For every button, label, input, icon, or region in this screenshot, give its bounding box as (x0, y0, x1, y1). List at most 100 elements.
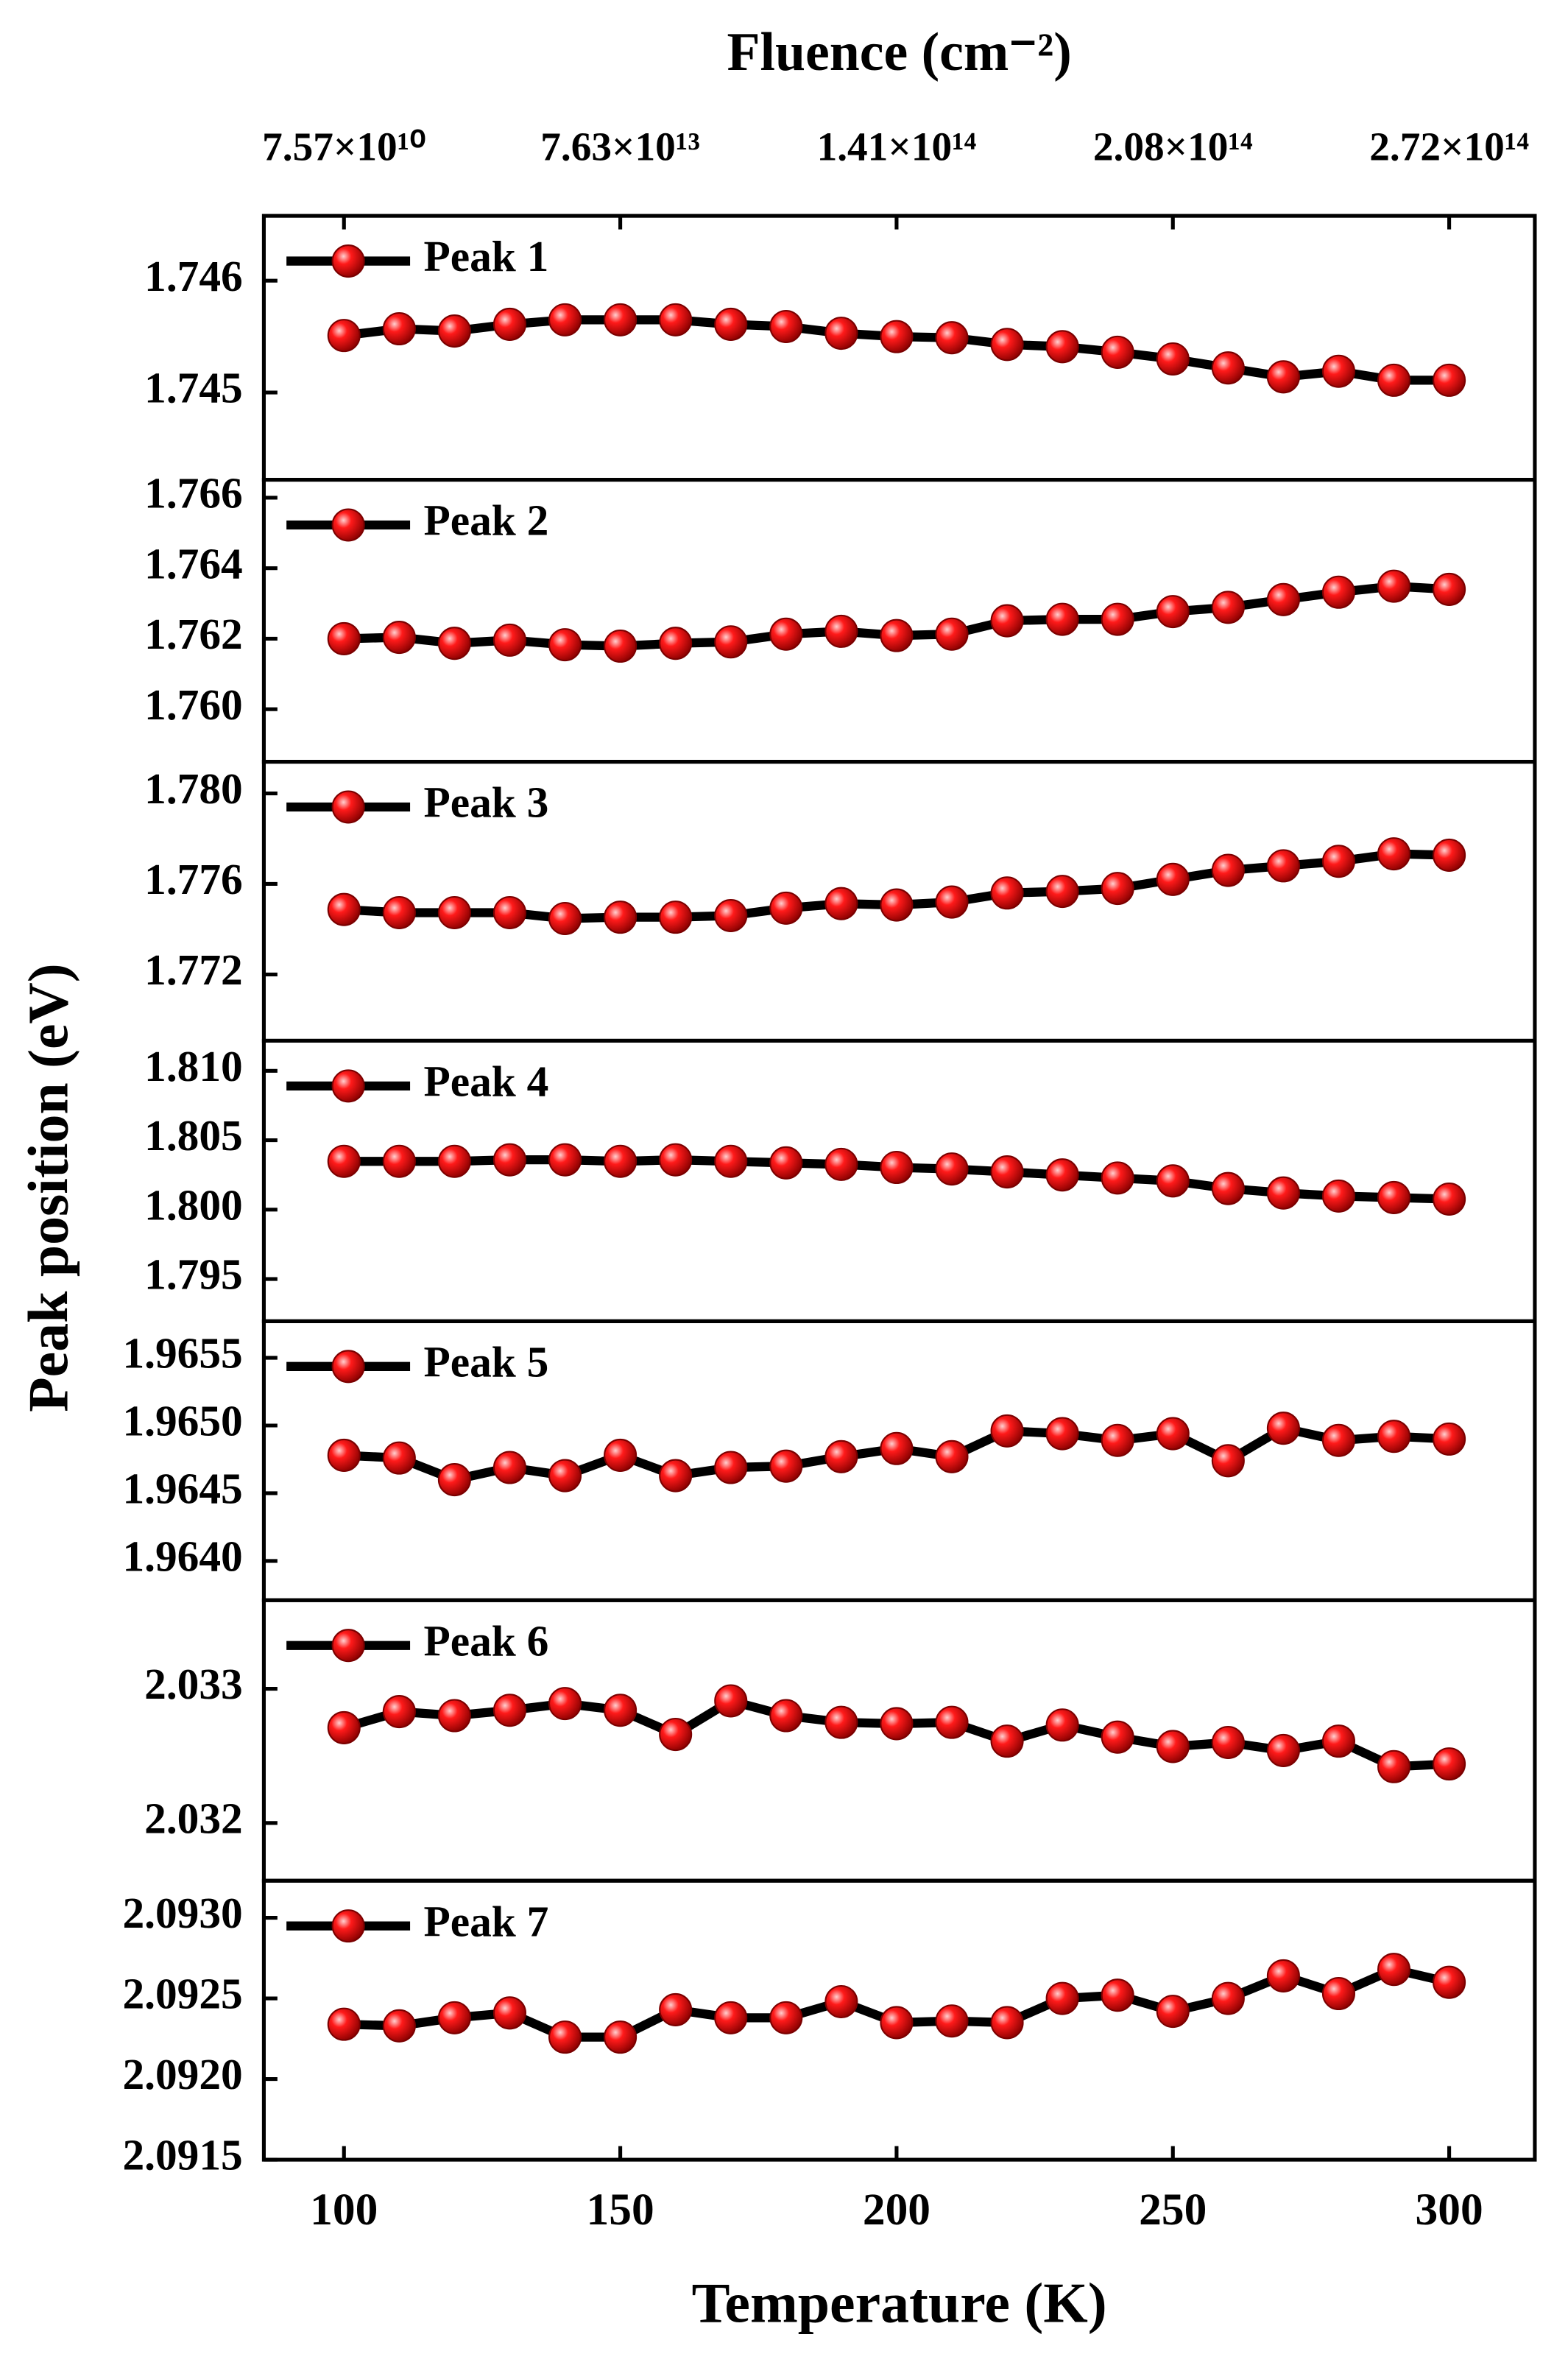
data-point (990, 2006, 1024, 2040)
data-point (714, 898, 748, 933)
y-tick-label: 1.762 (144, 610, 243, 658)
data-point (1101, 1720, 1134, 1754)
data-point (492, 1996, 526, 2030)
data-point (382, 621, 416, 655)
data-point (437, 314, 471, 348)
data-point (604, 1694, 638, 1727)
data-point (327, 319, 361, 353)
y-tick-label: 2.033 (144, 1660, 243, 1708)
data-point (492, 623, 526, 657)
y-tick-label: 1.746 (144, 252, 243, 300)
data-point (935, 617, 969, 651)
data-point (382, 1441, 416, 1475)
legend-label: Peak 6 (424, 1616, 549, 1665)
legend-label: Peak 3 (424, 778, 549, 827)
x2-tick-label: 2.08×10¹⁴ (1093, 124, 1253, 169)
data-point (880, 2006, 914, 2040)
y-tick-label: 2.032 (144, 1794, 243, 1842)
x-axis-title: Temperature (K) (692, 2272, 1107, 2335)
data-point (935, 1152, 969, 1186)
data-point (604, 303, 638, 336)
data-point (1377, 1180, 1411, 1214)
data-point (1321, 1724, 1355, 1758)
data-point (824, 1440, 858, 1473)
data-point (1321, 575, 1355, 609)
y-tick-label: 1.9645 (122, 1465, 242, 1513)
x2-tick-label: 2.72×10¹⁴ (1369, 124, 1529, 169)
data-point (880, 1150, 914, 1185)
x-tick-label: 300 (1416, 2185, 1483, 2235)
data-point (1045, 1708, 1079, 1742)
data-point (492, 1143, 526, 1177)
data-point (1101, 335, 1134, 369)
data-point (880, 1707, 914, 1741)
data-point (714, 1144, 748, 1178)
data-point (659, 303, 693, 336)
x-tick-label: 250 (1139, 2185, 1207, 2235)
data-point (659, 1992, 693, 2026)
data-point (548, 303, 582, 336)
data-point (824, 1705, 858, 1739)
data-point (1156, 1995, 1190, 2029)
data-point (1433, 1965, 1466, 1999)
data-point (935, 321, 969, 355)
y-tick-label: 2.0915 (122, 2131, 242, 2180)
data-point (659, 1718, 693, 1752)
data-point (990, 876, 1024, 910)
y-tick-label: 1.9640 (122, 1532, 242, 1581)
legend-marker (331, 1069, 365, 1103)
y-tick-label: 2.0930 (122, 1889, 242, 1937)
data-point (714, 625, 748, 659)
data-point (769, 617, 803, 651)
data-point (714, 1451, 748, 1484)
data-point (824, 317, 858, 350)
data-point (382, 1144, 416, 1178)
data-point (1211, 591, 1245, 624)
data-point (548, 1687, 582, 1721)
x2-axis-title: Fluence (cm⁻²) (727, 21, 1072, 82)
data-point (1377, 1749, 1411, 1783)
data-point (1101, 602, 1134, 636)
data-point (327, 621, 361, 655)
y-tick-label: 1.810 (144, 1042, 243, 1090)
data-point (492, 895, 526, 930)
data-point (824, 1147, 858, 1181)
data-point (990, 1155, 1024, 1189)
data-point (437, 1699, 471, 1733)
data-point (492, 1451, 526, 1484)
y-tick-label: 1.9655 (122, 1329, 242, 1378)
data-point (604, 2020, 638, 2054)
data-point (604, 1438, 638, 1472)
x-tick-label: 100 (310, 2185, 378, 2235)
data-point (1101, 1978, 1134, 2012)
data-point (492, 307, 526, 341)
data-point (659, 1459, 693, 1493)
data-point (990, 328, 1024, 362)
data-point (1156, 342, 1190, 376)
data-point (769, 1449, 803, 1483)
data-point (1211, 1444, 1245, 1478)
plot-frame (261, 1878, 1537, 2162)
data-point (1211, 1725, 1245, 1760)
legend-label: Peak 5 (424, 1337, 549, 1386)
y-tick-label: 1.9650 (122, 1397, 242, 1445)
x-tick-label: 150 (587, 2185, 654, 2235)
data-point (492, 1694, 526, 1727)
data-point (1045, 602, 1079, 636)
data-point (1211, 1171, 1245, 1205)
data-point (1321, 1423, 1355, 1457)
data-point (935, 1440, 969, 1473)
data-point (548, 1459, 582, 1493)
legend-marker (331, 790, 365, 824)
x2-tick-label: 7.57×10¹⁰ (262, 124, 425, 169)
data-point (1045, 1417, 1079, 1451)
y-tick-label: 1.795 (144, 1250, 243, 1299)
data-point (1433, 363, 1466, 397)
data-point (1266, 1733, 1300, 1767)
data-point (659, 1143, 693, 1177)
y-tick-label: 1.760 (144, 680, 243, 729)
data-point (327, 1710, 361, 1744)
legend-label: Peak 1 (424, 232, 549, 281)
data-point (1101, 1423, 1134, 1457)
data-point (880, 619, 914, 652)
